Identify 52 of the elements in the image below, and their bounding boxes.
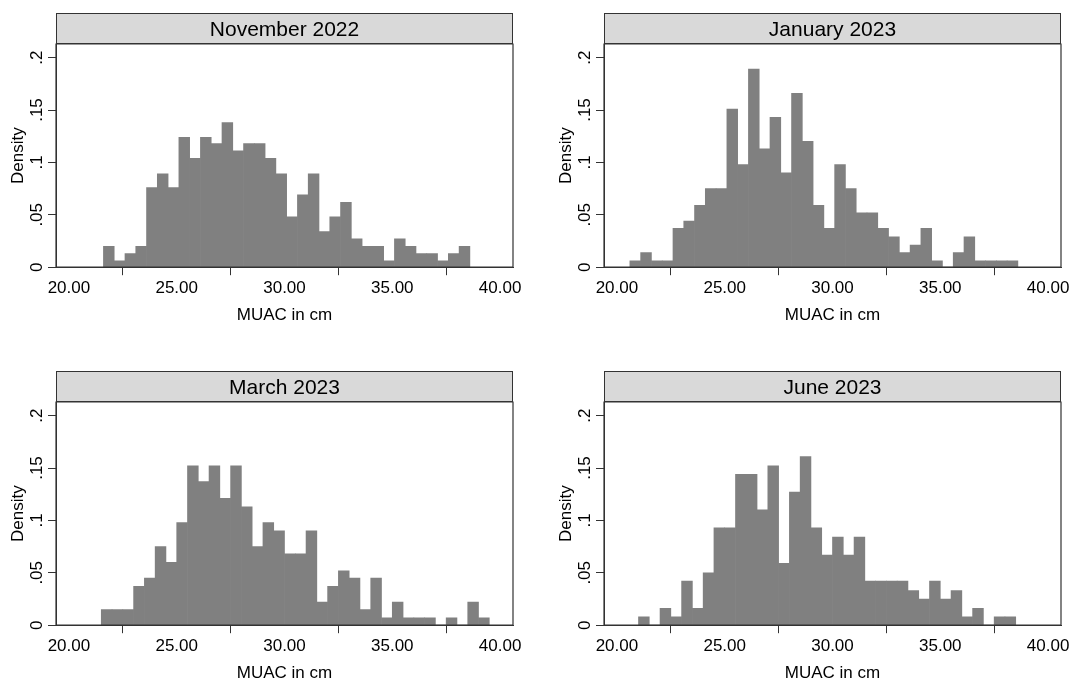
x-tick-label: 25.00 bbox=[155, 636, 198, 656]
y-axis-title: Density bbox=[7, 126, 27, 184]
x-tick-label: 40.00 bbox=[478, 278, 522, 298]
y-tick-label: 0 bbox=[27, 620, 47, 630]
y-tick-label: 0 bbox=[27, 262, 47, 272]
x-axis-title: MUAC in cm bbox=[784, 663, 881, 679]
x-tick-label: 20.00 bbox=[47, 278, 91, 298]
y-tick-label: .1 bbox=[575, 155, 595, 170]
x-tick-label: 40.00 bbox=[1026, 278, 1070, 298]
chart-title: January 2023 bbox=[604, 13, 1061, 44]
y-tick-label: .05 bbox=[27, 202, 47, 227]
y-tick-label: .2 bbox=[27, 408, 47, 423]
x-tick-label: 35.00 bbox=[919, 278, 962, 298]
x-tick-label: 20.00 bbox=[47, 636, 91, 656]
y-axis-title: Density bbox=[7, 484, 27, 542]
y-tick-label: .1 bbox=[27, 155, 47, 170]
y-tick-label: .15 bbox=[27, 456, 47, 480]
y-tick-label: .05 bbox=[27, 560, 47, 585]
chart-title: March 2023 bbox=[56, 371, 513, 402]
x-tick-label: 35.00 bbox=[919, 636, 962, 656]
x-tick-label: 20.00 bbox=[595, 278, 639, 298]
x-tick-label: 35.00 bbox=[371, 636, 414, 656]
y-axis-title: Density bbox=[555, 126, 575, 184]
y-tick-label: .2 bbox=[27, 50, 47, 65]
y-tick-label: .15 bbox=[27, 98, 47, 122]
x-tick-label: 30.00 bbox=[811, 636, 854, 656]
x-tick-label: 30.00 bbox=[811, 278, 854, 298]
x-tick-label: 25.00 bbox=[703, 636, 746, 656]
y-tick-label: .2 bbox=[575, 50, 595, 65]
y-tick-label: .2 bbox=[575, 408, 595, 423]
y-tick-label: .05 bbox=[575, 202, 595, 227]
x-tick-label: 20.00 bbox=[595, 636, 639, 656]
y-tick-label: .15 bbox=[575, 456, 595, 480]
y-tick-label: .1 bbox=[27, 513, 47, 528]
x-axis-title: MUAC in cm bbox=[236, 663, 333, 679]
x-tick-label: 40.00 bbox=[478, 636, 522, 656]
x-tick-label: 25.00 bbox=[155, 278, 198, 298]
x-axis-title: MUAC in cm bbox=[784, 305, 881, 325]
y-tick-label: 0 bbox=[575, 620, 595, 630]
y-tick-label: 0 bbox=[575, 262, 595, 272]
x-tick-label: 35.00 bbox=[371, 278, 414, 298]
chart-title: November 2022 bbox=[56, 13, 513, 44]
x-tick-label: 40.00 bbox=[1026, 636, 1070, 656]
chart-title: June 2023 bbox=[604, 371, 1061, 402]
y-axis-title: Density bbox=[555, 484, 575, 542]
y-tick-label: .15 bbox=[575, 98, 595, 122]
y-tick-label: .1 bbox=[575, 513, 595, 528]
y-tick-label: .05 bbox=[575, 560, 595, 585]
x-tick-label: 30.00 bbox=[263, 278, 306, 298]
x-axis-title: MUAC in cm bbox=[236, 305, 333, 325]
x-tick-label: 30.00 bbox=[263, 636, 306, 656]
x-tick-label: 25.00 bbox=[703, 278, 746, 298]
